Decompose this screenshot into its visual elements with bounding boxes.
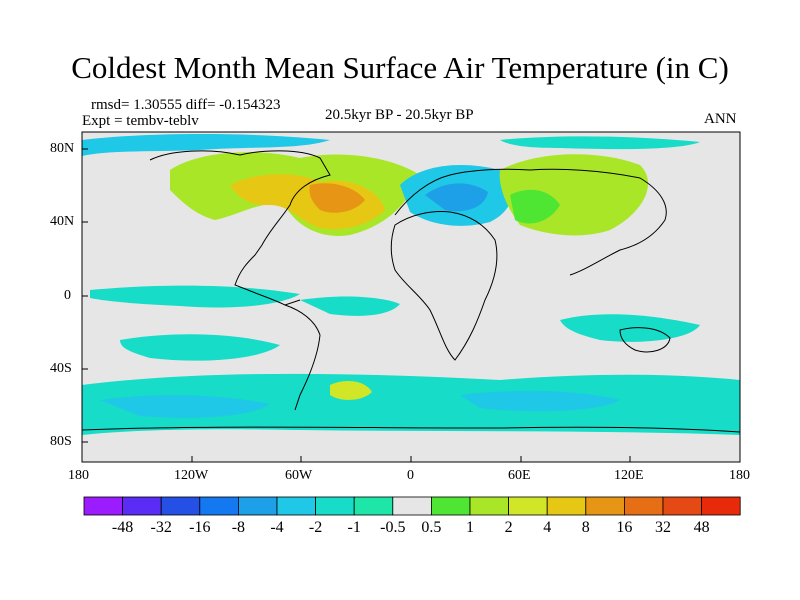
colorbar-cell bbox=[701, 496, 741, 516]
colorbar-cell bbox=[353, 496, 394, 516]
antarctica-coast bbox=[82, 426, 740, 433]
colorbar-cell bbox=[160, 496, 201, 516]
colorbar-label: 2 bbox=[504, 519, 513, 536]
season-label: ANN bbox=[704, 111, 737, 127]
colorbar-label: 1 bbox=[466, 519, 474, 536]
tick-marks bbox=[81, 148, 741, 462]
southern-ocean-cold-patch bbox=[100, 395, 270, 418]
south-pacific-band bbox=[120, 334, 280, 361]
lon-label-120e: 120E bbox=[614, 468, 644, 483]
plot-title: Coldest Month Mean Surface Air Temperatu… bbox=[71, 50, 729, 85]
lat-label-40n: 40N bbox=[50, 214, 75, 229]
colorbar-cell bbox=[392, 496, 432, 516]
colorbar-label: 8 bbox=[581, 519, 590, 536]
colorbar-label: -0.5 bbox=[380, 519, 406, 536]
lon-label-0: 0 bbox=[407, 468, 414, 483]
australia-coast bbox=[619, 327, 671, 353]
south-america-coast bbox=[284, 304, 321, 411]
colorbar-cell bbox=[237, 496, 278, 516]
colorbar bbox=[83, 496, 741, 516]
atlantic-tropical-band bbox=[300, 296, 400, 316]
colorbar-label: -48 bbox=[111, 519, 134, 536]
eurasia-coast bbox=[394, 168, 667, 276]
lon-label-60e: 60E bbox=[508, 468, 531, 483]
map-field bbox=[82, 132, 740, 462]
lat-label-80s: 80S bbox=[50, 434, 72, 449]
south-atlantic-warm-patch bbox=[330, 380, 372, 400]
arctic-cold-band bbox=[82, 134, 330, 156]
colorbar-label: -2 bbox=[308, 519, 323, 536]
lat-label-0: 0 bbox=[64, 288, 71, 303]
north-atlantic-peak-anomaly bbox=[309, 183, 365, 213]
lon-label-120w: 120W bbox=[174, 468, 209, 483]
colorbar-label: 32 bbox=[655, 519, 671, 536]
colorbar-label: -32 bbox=[150, 519, 172, 536]
colorbar-label: 16 bbox=[616, 519, 633, 536]
colorbar-cell bbox=[199, 496, 239, 516]
lat-label-80n: 80N bbox=[50, 141, 75, 156]
colorbar-cell bbox=[315, 496, 355, 516]
lon-label-180e: 180 bbox=[729, 468, 750, 483]
colorbar-cell bbox=[662, 496, 702, 516]
colorbar-cell bbox=[508, 496, 548, 516]
colorbar-label: 48 bbox=[693, 519, 710, 536]
coastlines bbox=[82, 150, 740, 433]
colorbar-label: -8 bbox=[231, 519, 246, 536]
colorbar-label: 0.5 bbox=[421, 519, 442, 536]
colorbar-cell bbox=[83, 496, 123, 516]
colorbar-cell bbox=[122, 496, 162, 516]
period-label: 20.5kyr BP - 20.5kyr BP bbox=[325, 107, 474, 123]
colorbar-label: -16 bbox=[189, 519, 211, 536]
colorbar-cell bbox=[585, 496, 625, 516]
experiment-label: Expt = tembv-teblv bbox=[82, 113, 199, 129]
rmsd-stat: rmsd= 1.30555 diff= -0.154323 bbox=[91, 97, 281, 113]
pacific-tropical-band bbox=[90, 285, 300, 308]
lon-label-60w: 60W bbox=[285, 468, 313, 483]
colorbar-cell bbox=[469, 496, 509, 516]
lon-label-180w: 180 bbox=[68, 468, 89, 483]
north-america-coast bbox=[149, 150, 331, 306]
colorbar-cell bbox=[546, 496, 587, 516]
colorbar-cell bbox=[624, 496, 664, 516]
siberian-arctic-band bbox=[500, 136, 700, 150]
southern-ocean-band bbox=[82, 373, 740, 435]
colorbar-cell bbox=[430, 496, 471, 516]
africa-coast bbox=[390, 211, 498, 361]
indian-southern-cold-patch bbox=[460, 390, 620, 412]
lat-label-40s: 40S bbox=[50, 361, 72, 376]
colorbar-label: -4 bbox=[270, 519, 284, 536]
colorbar-label: 4 bbox=[543, 519, 552, 536]
colorbar-label: -1 bbox=[347, 519, 361, 536]
colorbar-cell bbox=[276, 496, 316, 516]
central-asia-anomaly bbox=[510, 189, 560, 224]
europe-strong-cold-anomaly bbox=[425, 183, 488, 212]
